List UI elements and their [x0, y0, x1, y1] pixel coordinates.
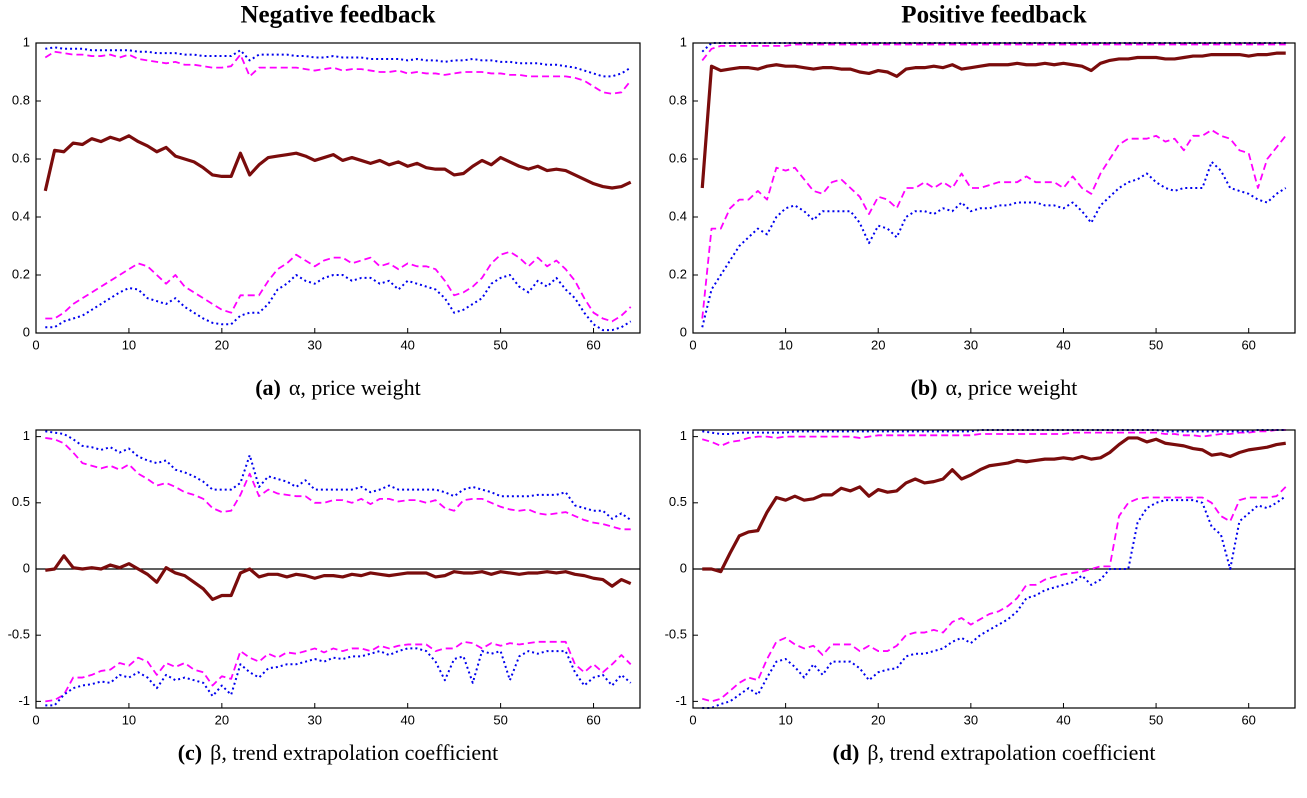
panel: -1-0.500.510 10 20 30 40 50 60(c) β, trend extr… — [8, 428, 641, 765]
y-tick-label: -0.5 — [8, 627, 30, 642]
series-line — [45, 640, 632, 703]
series-line — [702, 436, 1286, 574]
x-tick-label: 10 — [778, 337, 792, 352]
series-line — [44, 50, 632, 95]
x-tick-label: 10 — [778, 712, 792, 727]
series-line — [45, 250, 632, 323]
y-tick-label: 0.2 — [12, 266, 30, 281]
caption-text: β, trend extrapolation coefficient — [867, 740, 1155, 765]
x-tick-label: 30 — [308, 712, 322, 727]
y-tick-label: -1 — [675, 693, 687, 708]
y-tick-label: 0.8 — [12, 92, 30, 107]
x-tick-label: 30 — [964, 337, 978, 352]
x-tick-label: 40 — [1056, 337, 1070, 352]
caption-text: α, price weight — [289, 375, 421, 400]
x-tick-label: 30 — [964, 712, 978, 727]
plot-frame — [692, 42, 1296, 334]
y-tick-label: 1 — [23, 34, 30, 49]
caption-text: α, price weight — [946, 375, 1078, 400]
x-tick-label: 50 — [1149, 337, 1163, 352]
x-tick-label: 50 — [493, 337, 507, 352]
series-line — [45, 554, 632, 602]
panel-title: Positive feedback — [901, 2, 1086, 29]
y-tick-label: 0.4 — [669, 208, 687, 223]
series-line — [45, 274, 632, 332]
x-tick-label: 60 — [1241, 712, 1255, 727]
caption: (b) α, price weight — [911, 375, 1078, 400]
y-tick-label: 1 — [680, 428, 687, 443]
x-tick-label: 10 — [122, 712, 136, 727]
x-tick-label: 0 — [689, 337, 696, 352]
x-tick-label: 30 — [308, 337, 322, 352]
caption-label: (d) — [832, 740, 859, 765]
series-line — [701, 129, 1287, 319]
x-tick-label: 40 — [400, 712, 414, 727]
y-tick-label: 0 — [23, 560, 30, 575]
y-tick-label: -0.5 — [665, 627, 687, 642]
x-tick-label: 20 — [871, 337, 885, 352]
x-tick-label: 20 — [215, 712, 229, 727]
y-tick-label: 1 — [680, 34, 687, 49]
x-tick-label: 20 — [215, 337, 229, 352]
caption-label: (a) — [255, 375, 281, 400]
y-tick-label: 0.4 — [12, 208, 30, 223]
y-tick-label: 0.2 — [669, 266, 687, 281]
x-tick-label: 50 — [493, 712, 507, 727]
series-line — [702, 429, 1286, 447]
panel-title: Negative feedback — [240, 2, 435, 29]
caption: (d) β, trend extrapolation coefficient — [832, 740, 1155, 765]
x-tick-label: 10 — [122, 337, 136, 352]
y-tick-label: 0.5 — [12, 494, 30, 509]
caption: (a) α, price weight — [255, 375, 421, 400]
series-line — [45, 437, 631, 531]
y-tick-label: 0 — [680, 560, 687, 575]
x-tick-label: 60 — [586, 712, 600, 727]
caption-text: β, trend extrapolation coefficient — [210, 740, 498, 765]
y-tick-label: -1 — [18, 693, 30, 708]
caption-label: (c) — [178, 740, 202, 765]
series-line — [701, 43, 1286, 61]
x-tick-label: 60 — [586, 337, 600, 352]
series-line — [700, 51, 1286, 189]
series-line — [702, 486, 1287, 703]
series-line — [45, 647, 632, 707]
series-line — [43, 134, 632, 192]
x-tick-label: 60 — [1241, 337, 1255, 352]
y-tick-label: 0 — [680, 324, 687, 339]
caption: (c) β, trend extrapolation coefficient — [178, 740, 499, 765]
y-tick-label: 1 — [23, 428, 30, 443]
series-line — [702, 495, 1287, 709]
x-tick-label: 0 — [32, 337, 39, 352]
series-line — [45, 46, 632, 78]
y-tick-label: 0 — [23, 324, 30, 339]
series-line — [702, 429, 1286, 435]
panel: -1-0.500.510 10 20 30 40 50 60(d) β, trend extr… — [665, 428, 1296, 765]
series-line — [45, 430, 632, 521]
x-tick-label: 40 — [400, 337, 414, 352]
caption-label: (b) — [911, 375, 938, 400]
x-tick-label: 20 — [871, 712, 885, 727]
x-tick-label: 0 — [32, 712, 39, 727]
y-tick-label: 0.8 — [669, 92, 687, 107]
x-tick-label: 40 — [1056, 712, 1070, 727]
y-tick-label: 0.6 — [12, 150, 30, 165]
y-tick-label: 0.5 — [669, 494, 687, 509]
x-tick-label: 0 — [689, 712, 696, 727]
y-tick-label: 0.6 — [669, 150, 687, 165]
x-tick-label: 50 — [1149, 712, 1163, 727]
series-line — [701, 160, 1287, 328]
plot-frame — [35, 42, 641, 334]
